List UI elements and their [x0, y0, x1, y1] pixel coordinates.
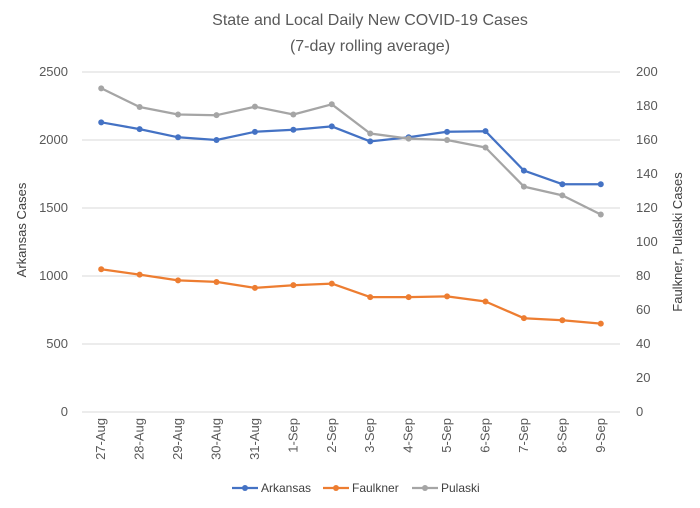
data-point — [520, 315, 527, 322]
data-point — [559, 317, 566, 324]
data-point — [482, 144, 489, 151]
left-axis-label: Arkansas Cases — [14, 182, 29, 277]
data-point — [367, 138, 374, 145]
series-line — [100, 87, 602, 216]
data-point — [290, 111, 297, 118]
legend-label: Faulkner — [352, 481, 399, 495]
x-tick-label: 30-Aug — [209, 418, 224, 460]
right-tick-label: 60 — [636, 302, 650, 317]
data-point — [520, 167, 527, 174]
x-tick-label: 4-Sep — [401, 418, 416, 453]
data-point — [290, 282, 297, 289]
data-point — [213, 137, 220, 143]
data-point — [328, 280, 335, 287]
data-point — [520, 183, 527, 190]
data-point — [98, 266, 105, 273]
right-tick-label: 180 — [636, 98, 658, 113]
left-tick-label: 2000 — [39, 132, 68, 147]
x-tick-label: 1-Sep — [285, 418, 300, 453]
data-point — [251, 284, 258, 291]
data-point — [405, 135, 412, 142]
data-point — [444, 137, 451, 143]
x-tick-label: 7-Sep — [516, 418, 531, 453]
right-tick-label: 160 — [636, 132, 658, 147]
data-point — [367, 130, 374, 137]
data-point — [213, 278, 220, 285]
data-point — [328, 123, 335, 130]
chart-title: State and Local Daily New COVID-19 Cases — [212, 12, 528, 29]
data-point — [175, 111, 182, 118]
data-point — [136, 126, 143, 133]
data-point — [482, 298, 489, 305]
right-tick-label: 120 — [636, 200, 658, 215]
data-point — [597, 181, 604, 188]
data-point — [98, 85, 105, 92]
right-tick-label: 200 — [636, 64, 658, 79]
data-point — [597, 211, 604, 218]
right-axis-label: Faulkner, Pulaski Cases — [670, 172, 685, 312]
x-tick-label: 31-Aug — [247, 418, 262, 460]
legend-item-pulaski: Pulaski — [412, 481, 480, 495]
legend-item-arkansas: Arkansas — [232, 481, 311, 495]
x-tick-label: 8-Sep — [554, 418, 569, 453]
legend-marker — [422, 485, 428, 491]
x-tick-label: 28-Aug — [132, 418, 147, 460]
data-point — [444, 128, 451, 135]
left-tick-label: 1500 — [39, 200, 68, 215]
right-axis-ticks: 0 20 40 60 80 100 120 140 160 180 200 — [636, 64, 658, 419]
legend-marker — [333, 485, 339, 491]
x-tick-label: 6-Sep — [478, 418, 493, 453]
series-line — [101, 268, 601, 325]
right-tick-label: 80 — [636, 268, 650, 283]
x-tick-label: 29-Aug — [170, 418, 185, 460]
right-tick-label: 0 — [636, 404, 643, 419]
legend-marker — [242, 485, 248, 491]
legend: Arkansas Faulkner Pulaski — [232, 481, 480, 495]
data-point — [559, 181, 566, 188]
right-tick-label: 140 — [636, 166, 658, 181]
series — [98, 85, 604, 327]
data-point — [328, 101, 335, 108]
data-point — [290, 126, 297, 133]
series-arkansas — [98, 119, 604, 188]
data-point — [213, 112, 220, 119]
data-point — [367, 294, 374, 301]
series-pulaski — [98, 85, 604, 218]
data-point — [136, 104, 143, 111]
right-tick-label: 100 — [636, 234, 658, 249]
legend-label: Pulaski — [441, 481, 480, 495]
left-tick-label: 500 — [46, 336, 68, 351]
data-point — [559, 192, 566, 199]
left-tick-label: 1000 — [39, 268, 68, 283]
gridlines — [82, 71, 620, 413]
x-tick-label: 27-Aug — [93, 418, 108, 460]
data-point — [175, 134, 182, 141]
legend-label: Arkansas — [261, 481, 311, 495]
x-tick-label: 3-Sep — [362, 418, 377, 453]
left-axis-ticks: 0 500 1000 1500 2000 2500 — [39, 64, 68, 419]
data-point — [175, 277, 182, 284]
data-point — [98, 119, 105, 126]
series-line — [101, 121, 601, 186]
right-tick-label: 20 — [636, 370, 650, 385]
left-tick-label: 2500 — [39, 64, 68, 79]
chart-subtitle: (7-day rolling average) — [290, 38, 450, 55]
left-tick-label: 0 — [61, 404, 68, 419]
data-point — [251, 128, 258, 135]
series-faulkner — [98, 266, 604, 327]
x-tick-label: 5-Sep — [439, 418, 454, 453]
data-point — [597, 320, 604, 327]
data-point — [405, 294, 412, 301]
right-tick-label: 40 — [636, 336, 650, 351]
data-point — [482, 128, 489, 135]
x-tick-label: 9-Sep — [593, 418, 608, 453]
x-axis-ticks: 27-Aug 28-Aug 29-Aug 30-Aug 31-Aug 1-Sep 2-Sep… — [93, 418, 608, 460]
data-point — [251, 103, 258, 110]
data-point — [136, 271, 143, 278]
legend-item-faulkner: Faulkner — [323, 481, 399, 495]
x-tick-label: 2-Sep — [324, 418, 339, 453]
data-point — [444, 293, 451, 300]
